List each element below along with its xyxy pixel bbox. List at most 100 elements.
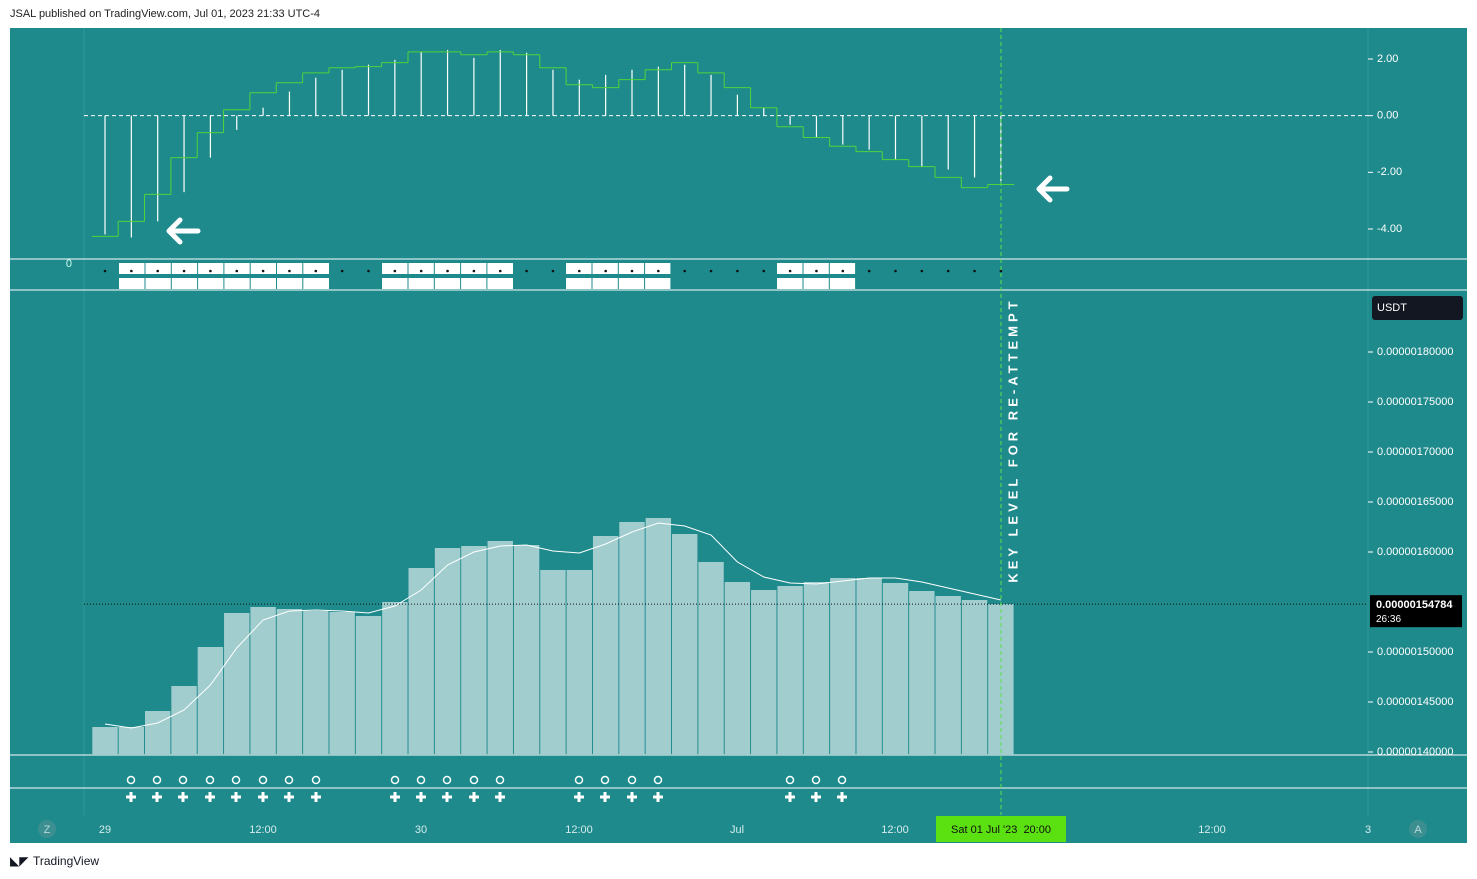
price-bar (961, 600, 988, 755)
y-tick-label: -2.00 (1377, 166, 1402, 178)
signal-cross (126, 792, 136, 802)
strip-dot (894, 269, 897, 273)
strip-dot (867, 269, 871, 273)
x-tick-label: 12:00 (881, 824, 909, 836)
price-bar (830, 578, 856, 755)
y-tick-label: 0.00000150000 (1377, 646, 1453, 658)
strip-dot (762, 269, 766, 273)
price-bar (803, 582, 830, 755)
signal-circle (284, 775, 294, 785)
signal-circle (205, 775, 215, 785)
strip-dot (498, 269, 502, 273)
strip-label: 0 (66, 258, 72, 270)
strip-dot (130, 269, 133, 273)
price-bar (566, 570, 592, 755)
y-tick-label: 0.00000165000 (1377, 496, 1453, 508)
x-tick-label: 30 (415, 824, 427, 836)
strip-dot (788, 269, 792, 273)
countdown: 26:36 (1376, 614, 1401, 625)
strip-dot (920, 269, 924, 273)
strip-dot (736, 269, 739, 273)
strip-dot (419, 269, 423, 273)
strip-band (382, 274, 513, 278)
price-bar (408, 568, 434, 755)
signal-circle (178, 775, 188, 785)
logo-mark: ◣◤ (10, 854, 29, 868)
strip-dot (314, 269, 318, 273)
price-bar (487, 541, 513, 755)
signal-cross (416, 792, 426, 802)
strip-band (119, 274, 329, 278)
y-tick-label: 0.00000175000 (1377, 396, 1453, 408)
x-tick-label: 12:00 (565, 824, 593, 836)
signal-cross (390, 792, 400, 802)
strip-band (566, 274, 671, 278)
crosshair-label: Sat 01 Jul '23 20:00 (951, 824, 1051, 836)
strip-dot (551, 269, 555, 273)
signal-cross (574, 792, 584, 802)
signal-circle (600, 775, 610, 785)
strip-dot (815, 269, 818, 273)
price-bar (145, 711, 171, 755)
strip-dot (182, 269, 186, 273)
strip-dot (657, 269, 660, 273)
annotation: KEY LEVEL FOR RE-ATTEMPT (1005, 297, 1020, 582)
y-tick-label: 0.00000170000 (1377, 446, 1453, 458)
x-tick-label: 3 (1365, 824, 1371, 836)
price-bar (513, 545, 540, 755)
signal-circle (627, 775, 637, 785)
price-bar (672, 534, 698, 755)
strip-dot (235, 269, 239, 273)
strip-dot (946, 269, 950, 273)
price-bar (197, 647, 224, 755)
strip-band (777, 274, 856, 278)
strip-dot (288, 269, 291, 273)
strip-dot (472, 269, 476, 273)
signal-circle (126, 775, 136, 785)
price-bar (250, 607, 276, 755)
signal-circle (442, 775, 452, 785)
x-tick-label: Jul (730, 824, 744, 836)
price-bar (276, 609, 303, 755)
price-bar (355, 616, 382, 755)
button[interactable] (38, 820, 56, 838)
price-bar (224, 613, 250, 755)
signal-cross (311, 792, 321, 802)
strip-dot (156, 269, 159, 273)
signal-cross (442, 792, 452, 802)
price-bar (171, 686, 197, 755)
y-tick-label: -4.00 (1377, 223, 1402, 235)
signal-cross (231, 792, 241, 802)
signal-cross (205, 792, 215, 802)
signal-cross (258, 792, 268, 802)
x-tick-label: 29 (99, 824, 111, 836)
signal-cross (653, 792, 663, 802)
signal-circle (495, 775, 505, 785)
strip-dot (209, 269, 212, 273)
price-bar (434, 548, 461, 755)
signal-circle (811, 775, 821, 785)
signal-cross (469, 792, 479, 802)
price-bar (619, 522, 645, 755)
price-label: 0.00000154784 (1376, 599, 1453, 611)
signal-cross (600, 792, 610, 802)
y-tick-label: 0.00000180000 (1377, 346, 1453, 358)
price-bar (382, 602, 408, 755)
price-bar (303, 611, 329, 755)
price-bar (698, 562, 724, 755)
price-bar (856, 578, 882, 755)
button[interactable] (1409, 820, 1427, 838)
price-bar (329, 612, 355, 755)
signal-circle (837, 775, 847, 785)
signal-circle (574, 775, 584, 785)
button-label[interactable]: A (1414, 824, 1422, 836)
crosshair-badge (936, 816, 1066, 842)
strip-dot (340, 269, 344, 273)
button-label[interactable]: Z (44, 824, 51, 836)
signal-circle (653, 775, 663, 785)
price-bar (592, 536, 619, 755)
strip-dot (525, 269, 528, 273)
strip-dot (578, 269, 581, 273)
signal-circle (231, 775, 241, 785)
